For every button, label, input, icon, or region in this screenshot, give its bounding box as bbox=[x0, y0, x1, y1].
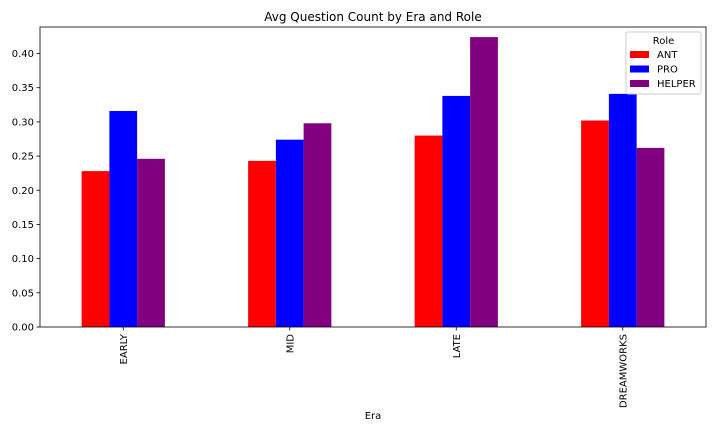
legend-label-ant: ANT bbox=[657, 50, 678, 61]
y-tick-label: 0.20 bbox=[12, 186, 34, 197]
legend-label-pro: PRO bbox=[657, 65, 678, 76]
legend: Role ANT PRO HELPER bbox=[625, 31, 702, 95]
y-tick-label: 0.05 bbox=[12, 288, 34, 299]
legend-title: Role bbox=[653, 36, 675, 47]
legend-swatch-pro bbox=[630, 65, 649, 73]
bar-pro-late bbox=[442, 95, 471, 327]
bar-ant-dreamworks bbox=[581, 120, 609, 327]
bar-ant-late bbox=[414, 135, 443, 327]
x-tick-label: MID bbox=[285, 334, 296, 354]
plot-frame bbox=[39, 26, 707, 328]
y-tick-label: 0.00 bbox=[12, 323, 34, 334]
plot-area: 0.00 0.05 0.10 0.15 0.20 0.25 0.30 0.35 0.40 EARL… bbox=[12, 26, 707, 408]
y-tick-label: 0.15 bbox=[12, 220, 34, 231]
x-axis-label: Era bbox=[365, 411, 382, 422]
y-tick-label: 0.25 bbox=[12, 152, 34, 163]
bar-helper-dreamworks bbox=[636, 147, 665, 327]
legend-box bbox=[625, 31, 702, 95]
x-tick-label: EARLY bbox=[119, 333, 130, 364]
legend-label-helper: HELPER bbox=[657, 79, 696, 90]
y-tick-label: 0.40 bbox=[12, 49, 34, 60]
bar-ant-mid bbox=[248, 160, 276, 327]
y-tick-label: 0.30 bbox=[12, 117, 34, 128]
bar-pro-early bbox=[109, 110, 138, 328]
legend-swatch-helper bbox=[630, 80, 649, 87]
legend-swatch-ant bbox=[630, 51, 649, 58]
chart-title: Avg Question Count by Era and Role bbox=[264, 10, 481, 24]
bar-helper-mid bbox=[303, 123, 332, 327]
y-tick-label: 0.35 bbox=[12, 83, 34, 94]
bar-pro-dreamworks bbox=[608, 93, 637, 327]
x-tick-label: LATE bbox=[452, 334, 463, 358]
bar-helper-late bbox=[470, 37, 498, 328]
bar-pro-mid bbox=[275, 139, 304, 327]
bar-ant-early bbox=[81, 171, 110, 327]
x-tick-label: DREAMWORKS bbox=[618, 334, 629, 408]
bar-helper-early bbox=[137, 158, 165, 327]
y-tick-label: 0.10 bbox=[12, 254, 34, 265]
